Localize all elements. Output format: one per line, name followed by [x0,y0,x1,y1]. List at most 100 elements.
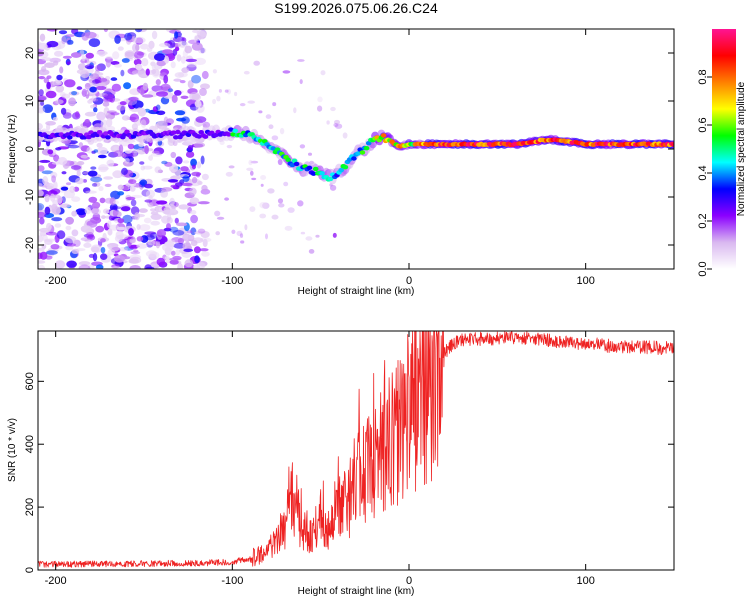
spectrogram-noise-point [46,29,58,32]
spectrogram-noise-point [129,238,136,244]
figure-title: S199.2026.075.06.26.C24 [274,0,438,16]
spectrogram-noise-point [175,156,183,165]
spectrogram-ridge-core [327,176,334,182]
spectrogram-noise-point [139,117,150,126]
spectrogram-noise-point [101,215,106,220]
spectrogram-noise-point [120,206,131,212]
spectrogram-noise-point [62,55,72,59]
spectrogram-noise-point [156,229,167,238]
spectrogram-noise-point [109,206,122,210]
spectrogram-noise-point [128,96,139,102]
spectrogram-noise-point [59,203,71,208]
spectrogram-noise-point [317,105,323,112]
snr-x-ticks: -200 -100 0 100 [45,331,595,587]
spectrogram-y-label: Frequency (Hz) [7,115,18,184]
spectrogram-noise-point [278,203,285,208]
snr-x-label: Height of straight line (km) [298,586,415,597]
spectrogram-noise-point [187,80,194,89]
spectrogram-noise-point [228,165,235,169]
spectrogram-noise-point [249,206,256,213]
spectrogram-noise-point [187,234,195,242]
spectrogram-noise-point [65,225,72,231]
spectrogram-noise-point [174,182,183,187]
spectrogram-noise-point [84,82,91,90]
spectrogram-noise-point [90,166,97,170]
spectrogram-noise-point [135,43,140,52]
spectrogram-noise-point [145,68,150,76]
spectrogram-noise-point [95,225,105,233]
spectrogram-noise-point [133,51,144,59]
spectrogram-noise-point [51,205,56,209]
spectrogram-noise-point [156,60,167,67]
spectrogram-noise-point [218,89,222,93]
spectrogram-noise-point [171,94,178,103]
spectrogram-noise-point [139,224,151,231]
spectrogram-noise-point [136,236,144,242]
spectrogram-noise-point [259,213,267,219]
snr-y-ticks: 0 200 400 600 [24,372,674,573]
spectrogram-noise-point [109,197,116,206]
spectrogram-noise-point [107,249,116,256]
spectrogram-noise-point [148,155,154,161]
spectrogram-noise-point [166,217,173,224]
spectrogram-noise-point [197,228,206,234]
spectrogram-noise-point [116,104,126,111]
spectrogram-noise-point [144,183,154,189]
spectrogram-noise-point [96,50,108,56]
x-tick-label: 0 [406,575,412,587]
spectrogram-noise-point [267,188,275,194]
spectrogram-noise-point [95,85,107,91]
spectrogram-noise-point [112,209,118,217]
spectrogram-noise-point [170,175,181,180]
spectrogram-noise-point [226,88,231,95]
spectrogram-noise-point [170,151,177,159]
spectrogram-noise-point [186,62,197,68]
spectrogram-noise-point [194,231,205,235]
spectrogram-noise-point [150,220,160,226]
spectrogram-ridge-core [351,156,357,161]
spectrogram-noise-point [169,259,179,265]
spectrogram-noise-point [155,104,161,111]
spectrogram-noise-point [189,91,201,101]
spectrogram-noise-point [54,50,64,57]
spectrogram-noise-point [151,69,157,75]
colorbar-tick-label: 0.6 [697,117,709,132]
spectrogram-noise-point [299,79,303,85]
spectrogram-noise-point [61,171,67,175]
spectrogram-noise-point [109,209,118,217]
spectrogram-noise-point [97,154,107,159]
spectrogram-noise-point [87,170,98,177]
spectrogram-noise-point [106,220,112,228]
spectrogram-noise-point [59,66,64,74]
spectrogram-noise-point [240,240,245,244]
spectrogram-ridge-core [232,128,238,133]
spectrogram-noise-point [279,127,285,135]
spectrogram-noise-point [141,58,149,67]
x-tick-label: 0 [406,275,412,287]
spectrogram-noise-point [244,224,248,231]
spectrogram-x-ticks: -200 -100 0 100 [45,29,595,287]
spectrogram-noise-point [144,231,157,235]
spectrogram-noise-point [173,78,182,82]
x-tick-label: 100 [576,575,594,587]
spectrogram-noise-point [305,236,313,241]
spectrogram-noise-point [297,200,304,207]
spectrogram-noise-point [86,147,92,154]
y-tick-label: 10 [24,95,36,107]
spectrogram-noise-point [91,246,100,253]
spectrogram-noise-point [113,146,118,151]
colorbar-tick-label: 0.2 [697,213,709,228]
spectrogram-ridge-core [105,135,111,140]
spectrogram-noise-point [164,246,172,256]
spectrogram-noise-point [38,106,46,114]
spectrogram-noise-point [150,213,162,220]
spectrogram-noise-point [52,148,57,156]
spectrogram-noise-point [110,112,120,116]
spectrogram-noise-point [102,101,110,107]
spectrogram-noise-point [180,56,186,64]
spectrogram-noise-point [133,151,138,158]
spectrogram-ridge-core [338,168,345,173]
snr-frame [37,330,675,571]
spectrogram-noise-point [46,182,54,190]
spectrogram-noise-point [180,166,189,172]
